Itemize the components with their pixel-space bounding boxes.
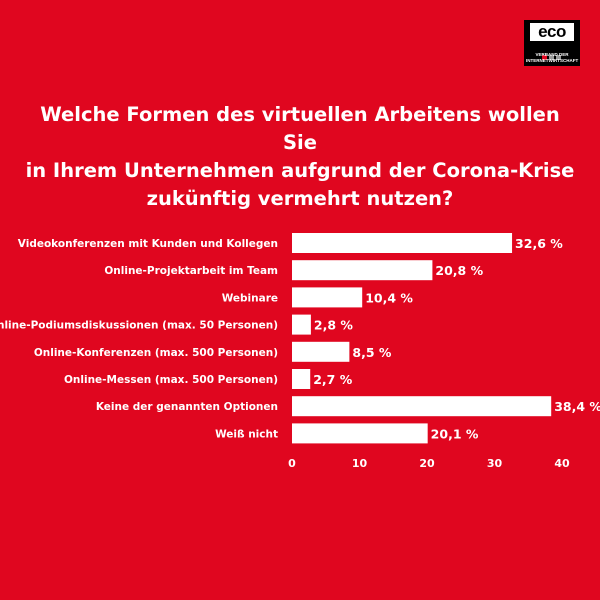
bar bbox=[292, 314, 311, 335]
bar bbox=[292, 287, 363, 308]
x-tick-label: 40 bbox=[554, 457, 570, 470]
eco-logo: eco VERBAND DER INTERNETWIRTSCHAFT bbox=[524, 20, 580, 66]
chart-title: Welche Formen des virtuellen Arbeitens w… bbox=[20, 101, 580, 213]
x-tick-label: 0 bbox=[288, 457, 296, 470]
value-label: 32,6 % bbox=[515, 236, 563, 251]
value-label: 2,7 % bbox=[313, 372, 352, 387]
x-tick-label: 20 bbox=[419, 457, 435, 470]
logo-subtitle: VERBAND DER INTERNETWIRTSCHAFT bbox=[526, 52, 578, 63]
logo-wordmark: eco bbox=[530, 23, 574, 41]
value-label: 38,4 % bbox=[554, 399, 600, 414]
logo-dot bbox=[556, 55, 561, 60]
value-label: 20,8 % bbox=[435, 263, 483, 278]
bar bbox=[292, 423, 428, 444]
category-label: Online-Messen (max. 500 Personen) bbox=[64, 374, 278, 386]
value-label: 2,8 % bbox=[314, 318, 353, 333]
bar bbox=[292, 396, 552, 417]
x-tick-label: 10 bbox=[352, 457, 368, 470]
logo-subtitle-line1: VERBAND DER bbox=[535, 52, 569, 57]
category-label: Online-Podiumsdiskussionen (max. 50 Pers… bbox=[0, 320, 278, 332]
category-label: Videokonferenzen mit Kunden und Kollegen bbox=[18, 238, 278, 250]
logo-dots bbox=[542, 45, 563, 60]
bar bbox=[292, 369, 311, 389]
chart-title-line: zukünftig vermehrt nutzen? bbox=[146, 187, 454, 210]
category-label: Online-Projektarbeit im Team bbox=[104, 265, 278, 277]
chart-title-line: in Ihrem Unternehmen aufgrund der Corona… bbox=[25, 159, 575, 182]
value-label: 20,1 % bbox=[431, 426, 479, 441]
category-label: Keine der genannten Optionen bbox=[96, 401, 278, 413]
chart-title-line: Welche Formen des virtuellen Arbeitens w… bbox=[40, 103, 560, 154]
bar bbox=[292, 260, 433, 281]
value-label: 10,4 % bbox=[365, 290, 413, 305]
category-label: Weiß nicht bbox=[215, 428, 278, 440]
logo-dot bbox=[549, 55, 554, 60]
bar bbox=[292, 341, 350, 362]
logo-subtitle-line2: INTERNETWIRTSCHAFT bbox=[526, 57, 579, 63]
logo-dot bbox=[542, 55, 547, 60]
category-label: Webinare bbox=[222, 292, 278, 304]
value-label: 8,5 % bbox=[352, 345, 391, 360]
bar bbox=[292, 233, 513, 253]
x-tick-label: 30 bbox=[487, 457, 503, 470]
category-label: Online-Konferenzen (max. 500 Personen) bbox=[34, 347, 278, 359]
